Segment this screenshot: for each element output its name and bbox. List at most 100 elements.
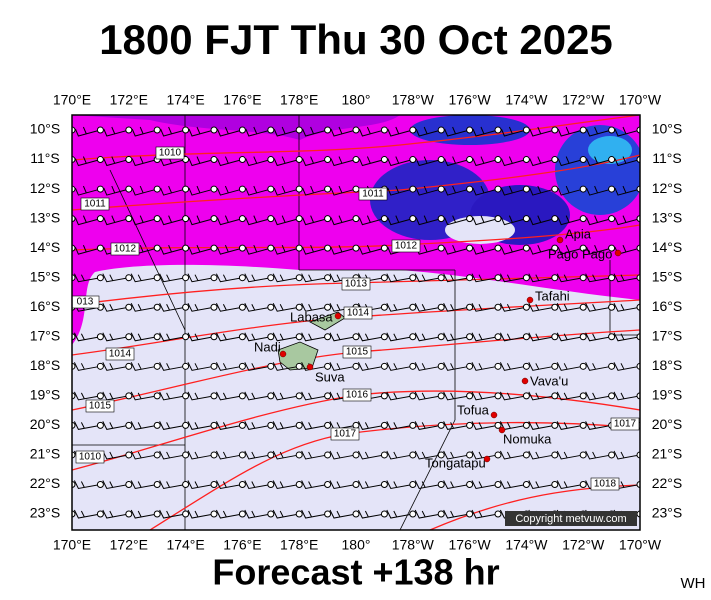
barb-station	[579, 333, 587, 341]
barb	[187, 273, 215, 283]
barb	[613, 332, 640, 342]
barb-station	[324, 421, 332, 429]
barb	[386, 273, 413, 283]
lat-label: 18°S	[652, 357, 683, 373]
barb	[529, 185, 555, 196]
lon-label: 170°E	[53, 92, 91, 108]
barb-station	[238, 156, 246, 164]
barb	[614, 215, 640, 226]
barb	[215, 332, 243, 342]
barb-station	[551, 156, 559, 164]
barb	[301, 480, 328, 490]
barb-station	[466, 185, 474, 193]
barb-station	[352, 333, 360, 341]
barb-station	[352, 215, 360, 223]
barb	[414, 421, 442, 430]
barb	[159, 273, 186, 283]
barb	[414, 362, 442, 371]
barb	[187, 391, 215, 401]
lon-label: 178°E	[280, 92, 318, 108]
barb	[329, 450, 357, 460]
barb	[586, 185, 612, 196]
barb	[302, 126, 328, 137]
place-label: Tongatapu	[425, 455, 486, 470]
barb-station	[238, 126, 246, 134]
barb	[471, 303, 499, 312]
isobar-label: 1017	[334, 429, 357, 440]
barb	[499, 450, 527, 460]
barb-station	[238, 244, 246, 252]
isobar-label-box	[610, 417, 640, 431]
barb-station	[579, 244, 587, 252]
barb	[301, 450, 328, 460]
lon-label: 178°W	[392, 537, 435, 553]
barb-station	[437, 480, 445, 488]
barb	[358, 244, 385, 255]
lat-label: 20°S	[652, 416, 683, 432]
barb	[358, 126, 385, 137]
barb-station	[295, 510, 303, 518]
barb-station	[380, 303, 388, 311]
barb	[499, 391, 527, 401]
barb-station	[324, 451, 332, 459]
barb-station	[579, 392, 587, 400]
place-label: Labasa	[290, 309, 333, 324]
barb-station	[238, 215, 246, 223]
barb-station	[380, 215, 388, 223]
barb-station	[295, 362, 303, 370]
barb	[130, 421, 158, 430]
isobar-label: 1017	[614, 419, 637, 430]
barb	[472, 126, 499, 137]
barb-station	[494, 480, 502, 488]
isobar-label-box	[330, 427, 360, 441]
barb-station	[522, 421, 530, 429]
barb-station	[210, 156, 218, 164]
lon-label: 176°E	[223, 92, 261, 108]
place-dot	[521, 377, 529, 385]
barb-station	[409, 185, 417, 193]
barb	[387, 215, 413, 226]
isobar-label-box	[342, 388, 372, 402]
barb-station	[182, 480, 190, 488]
barb	[302, 185, 328, 196]
barb	[500, 215, 527, 226]
barb	[500, 156, 527, 167]
barb-station	[352, 362, 360, 370]
barb-station	[437, 392, 445, 400]
barb-station	[267, 333, 275, 341]
barb	[74, 244, 101, 255]
place-dot	[334, 312, 342, 320]
barb	[471, 273, 499, 283]
barb	[386, 450, 413, 460]
lon-label: 180°	[342, 92, 371, 108]
barb-station	[579, 480, 587, 488]
barb	[387, 156, 413, 167]
isobar-label-box	[105, 347, 135, 361]
barb-station	[210, 303, 218, 311]
barb	[273, 156, 300, 167]
barb-station	[96, 362, 104, 370]
barb-station	[182, 451, 190, 459]
barb-station	[267, 185, 275, 193]
barb-station	[96, 244, 104, 252]
barb-station	[295, 303, 303, 311]
barb	[216, 244, 243, 255]
barb-station	[551, 303, 559, 311]
place-dot	[490, 411, 498, 419]
barb-station	[608, 392, 616, 400]
lat-label: 16°S	[30, 298, 61, 314]
barb	[302, 244, 328, 255]
barb-station	[494, 362, 502, 370]
barb-station	[153, 333, 161, 341]
isobar-label-box	[80, 197, 110, 211]
barb	[585, 391, 612, 401]
barb-station	[96, 421, 104, 429]
barb	[586, 244, 612, 255]
barb	[272, 391, 300, 401]
barb-station	[238, 451, 246, 459]
barb-station	[494, 451, 502, 459]
barb	[330, 215, 357, 226]
isobar-label: 1010	[79, 452, 102, 463]
barb	[244, 509, 271, 519]
barb-station	[466, 392, 474, 400]
